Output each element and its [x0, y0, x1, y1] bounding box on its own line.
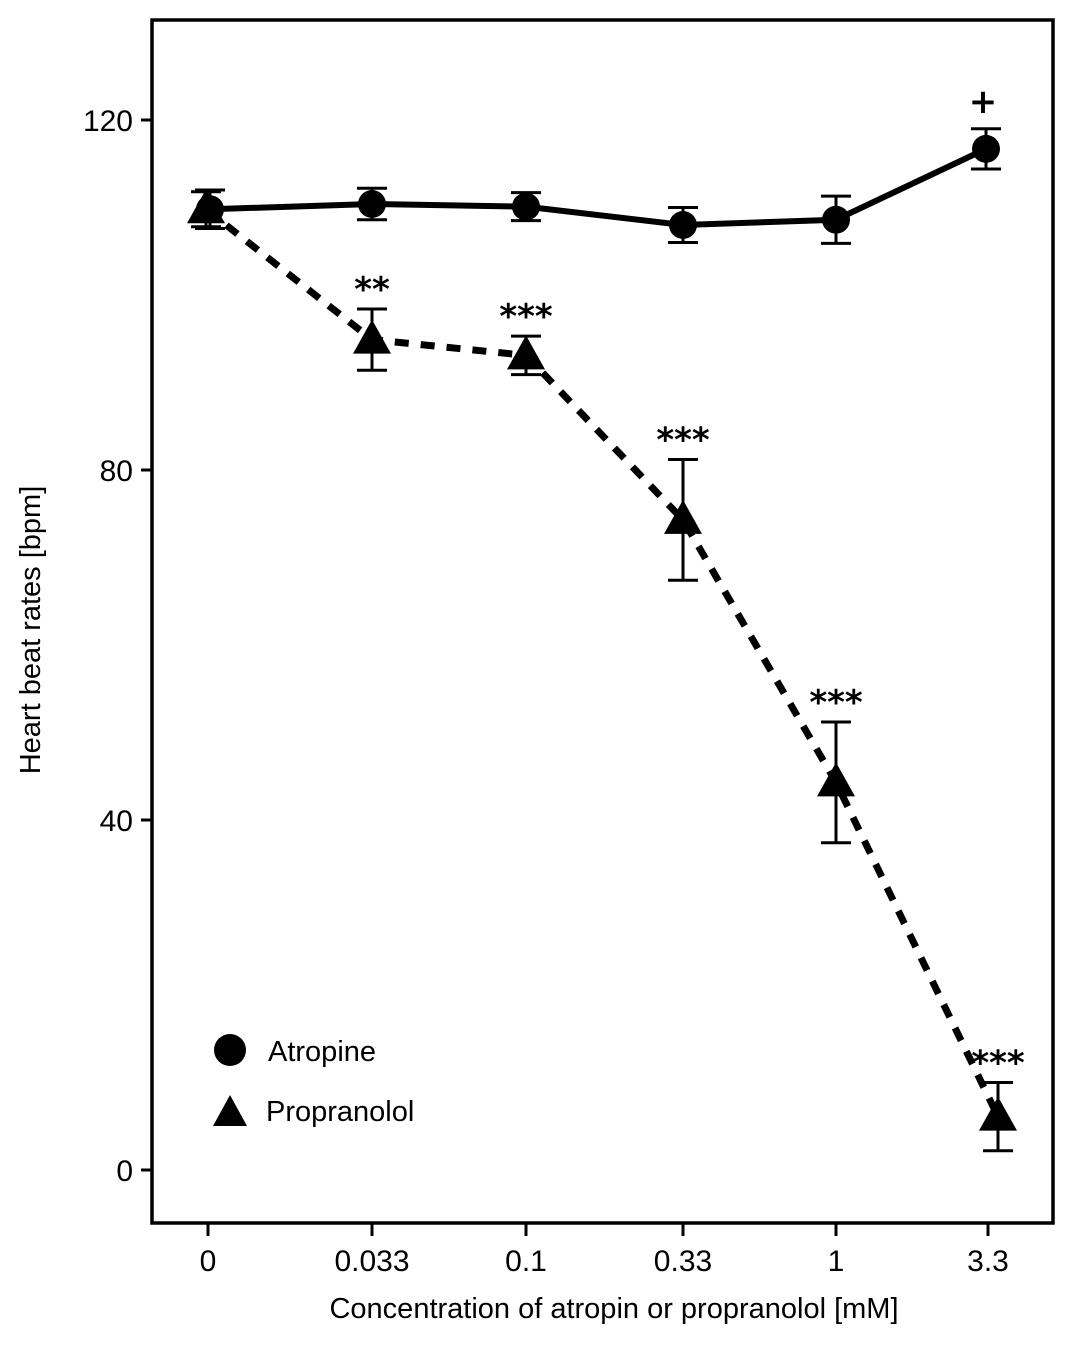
significance-label: ***: [499, 297, 553, 337]
y-tick-label: 0: [116, 1155, 133, 1188]
data-point-triangle: [187, 189, 225, 224]
data-point-circle: [358, 190, 386, 218]
data-point-circle: [822, 205, 850, 234]
data-point-circle: [512, 192, 540, 221]
y-tick-label: 80: [100, 455, 133, 488]
x-axis-title: Concentration of atropin or propranolol …: [329, 1293, 898, 1325]
x-tick-label: 0.33: [654, 1245, 712, 1278]
x-tick-label: 0.033: [334, 1245, 409, 1278]
x-tick-label: 3.3: [967, 1245, 1009, 1278]
legend: Atropine Propranolol: [213, 1034, 414, 1128]
series-line-atropine: [209, 146, 988, 229]
data-point-triangle: [817, 762, 855, 797]
y-tick-label: 120: [83, 105, 133, 138]
series-layer: +**************: [187, 82, 1025, 1153]
data-point-triangle: [353, 319, 391, 354]
significance-label: +: [969, 82, 998, 122]
y-axis-title: Heart beat rates [bpm]: [15, 486, 47, 775]
x-tick-label: 1: [828, 1245, 845, 1278]
data-point-circle: [972, 134, 1000, 163]
x-tick-label: 0: [200, 1245, 217, 1278]
data-point-triangle: [979, 1096, 1017, 1131]
legend-marker-propranolol: [213, 1095, 247, 1126]
significance-label: ***: [809, 683, 863, 723]
series-propranolol: **************: [187, 189, 1025, 1153]
plot-frame: [150, 18, 1055, 1225]
y-axis: 0 40 80 120: [83, 105, 152, 1188]
data-point-circle: [669, 211, 697, 239]
significance-label: **: [354, 270, 390, 310]
legend-label-atropine: Atropine: [268, 1036, 376, 1068]
significance-label: ***: [656, 421, 710, 461]
series-atropine: +: [195, 82, 1001, 245]
x-tick-label: 0.1: [505, 1245, 547, 1278]
data-point-triangle: [664, 499, 702, 534]
data-point-triangle: [507, 335, 545, 370]
significance-label: ***: [971, 1044, 1025, 1084]
legend-marker-atropine: [214, 1034, 246, 1066]
x-axis: 0 0.033 0.1 0.33 1 3.3: [200, 1223, 1009, 1278]
legend-label-propranolol: Propranolol: [266, 1096, 414, 1128]
y-tick-label: 40: [100, 805, 133, 838]
series-line-propranolol: [203, 206, 1002, 1119]
